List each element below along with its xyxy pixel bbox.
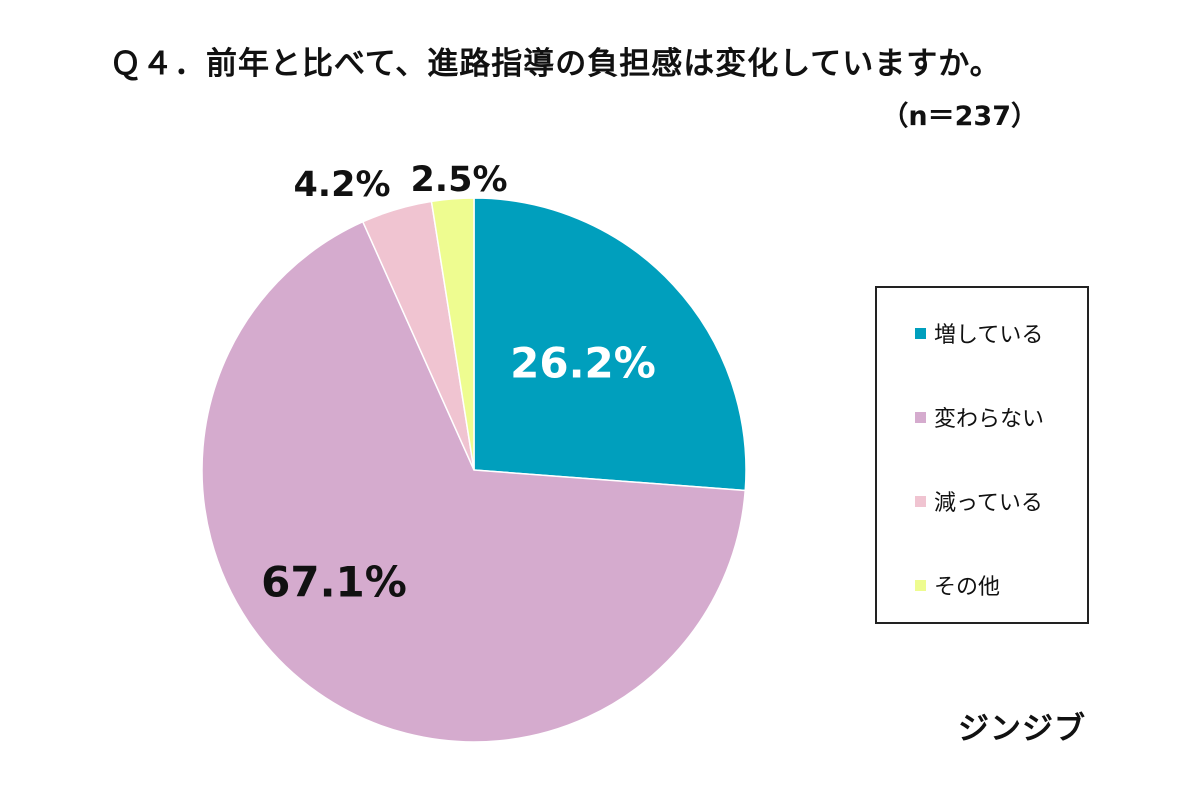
legend-item-increasing: 増している	[915, 317, 1043, 349]
slice-unchanged	[201, 220, 747, 743]
source-logo: ジンジブ	[958, 711, 1086, 747]
legend-swatch	[915, 411, 926, 423]
legend-item-other: その他	[915, 569, 1000, 601]
legend-swatch	[915, 327, 926, 339]
pie-slice-labels: 26.2% 67.1% 4.2% 2.5%	[261, 160, 656, 607]
legend-label: 減っている	[934, 491, 1043, 516]
sample-size-label: （n＝237）	[881, 101, 1038, 132]
legend-label: その他	[934, 575, 1001, 600]
slice-other	[430, 197, 475, 471]
slice-value-label: 26.2%	[510, 339, 656, 388]
legend-label: 増している	[934, 323, 1044, 348]
slice-value-label: 67.1%	[261, 558, 407, 607]
chart-title: Ｑ４．前年と比べて、進路指導の負担感は変化していますか。	[110, 46, 1002, 82]
legend-item-unchanged: 変わらない	[915, 401, 1044, 433]
legend-item-decreasing: 減っている	[915, 485, 1043, 517]
slice-increasing	[473, 197, 747, 492]
legend-swatch	[915, 579, 926, 591]
pie-slices	[201, 197, 747, 743]
legend-swatch	[915, 495, 926, 507]
legend-label: 変わらない	[934, 407, 1045, 432]
legend: 増している 変わらない 減っている その他	[875, 286, 1089, 624]
slice-value-label: 4.2%	[293, 165, 390, 205]
slice-value-label: 2.5%	[410, 160, 507, 200]
